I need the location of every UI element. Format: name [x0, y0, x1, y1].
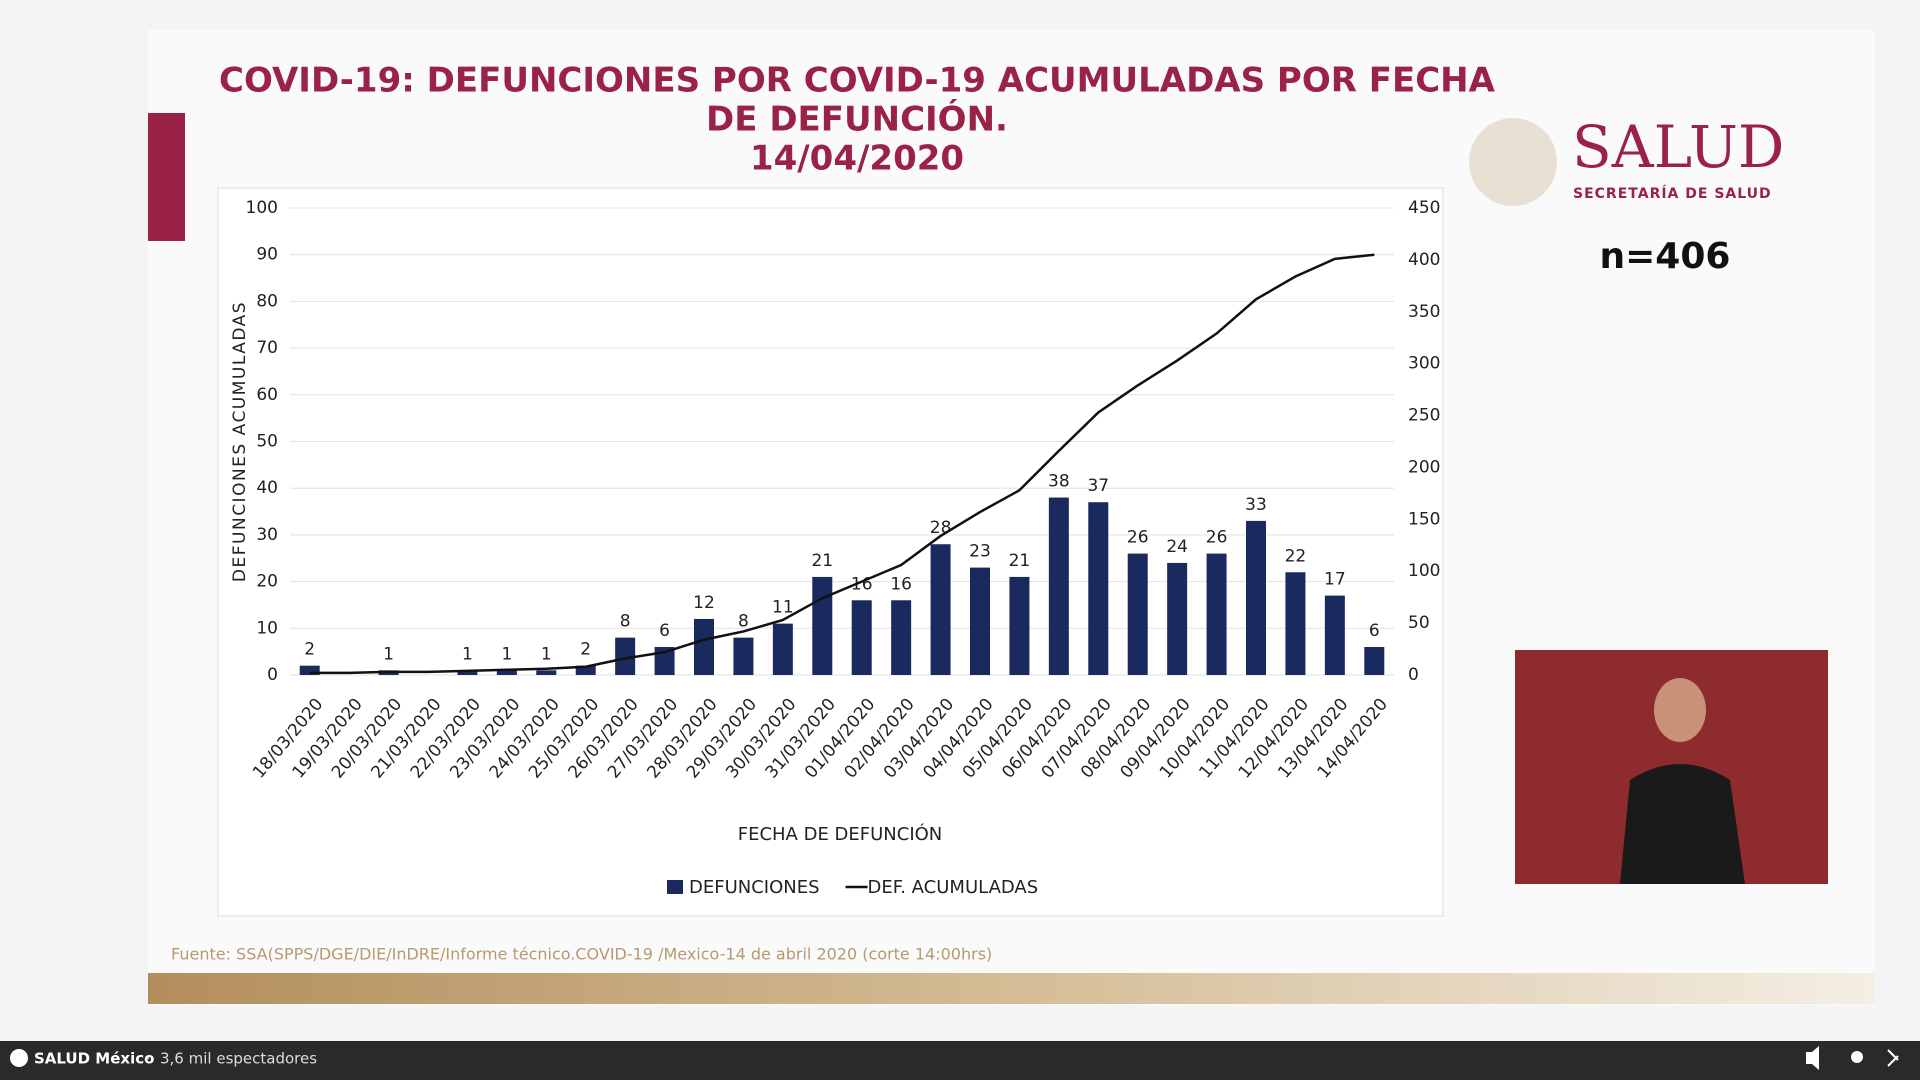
- channel-name[interactable]: SALUD México: [34, 1050, 154, 1068]
- data-label: 8: [738, 612, 749, 632]
- data-label: 24: [1166, 537, 1188, 557]
- y-tick-label: 40: [256, 478, 278, 498]
- bar: [891, 600, 912, 675]
- data-label: 6: [1369, 621, 1380, 641]
- y-tick-label: 20: [256, 572, 278, 592]
- red-accent: [148, 113, 185, 241]
- interpreter-body: [1620, 764, 1745, 884]
- bar: [496, 670, 517, 675]
- bar: [457, 670, 478, 675]
- data-label: 17: [1324, 570, 1346, 590]
- viewers: 3,6 mil espectadores: [160, 1050, 317, 1068]
- interpreter-head: [1654, 678, 1706, 742]
- data-label: 33: [1245, 495, 1267, 515]
- y2-tick-label: 300: [1408, 354, 1440, 374]
- bar: [299, 665, 320, 675]
- y-tick-label: 30: [256, 525, 278, 545]
- data-label: 22: [1285, 546, 1307, 566]
- volume-button[interactable]: [1806, 1046, 1819, 1070]
- y2-tick-label: 250: [1408, 406, 1440, 426]
- data-label: 26: [1127, 528, 1149, 548]
- y-tick-label: 90: [256, 245, 278, 265]
- y-axis-title: DEFUNCIONES ACUMULADAS: [230, 301, 250, 582]
- data-label: 8: [620, 612, 631, 632]
- y-tick-label: 10: [256, 618, 278, 638]
- minimize-button[interactable]: [1887, 1049, 1899, 1067]
- y2-tick-label: 350: [1408, 302, 1440, 322]
- y-tick-label: 60: [256, 385, 278, 405]
- channel-icon: [10, 1049, 28, 1067]
- y-tick-label: 0: [267, 665, 278, 685]
- y2-tick-label: 0: [1408, 665, 1419, 685]
- n-annotation: n=406: [1600, 236, 1731, 277]
- data-label: 26: [1206, 528, 1228, 548]
- chart-title: COVID-19: DEFUNCIONES POR COVID-19 ACUMU…: [219, 61, 1496, 101]
- bar: [930, 544, 951, 675]
- bar: [615, 637, 636, 675]
- data-label: 6: [659, 621, 670, 641]
- data-label: 21: [811, 551, 833, 571]
- bar: [1324, 595, 1345, 675]
- y2-tick-label: 200: [1408, 457, 1440, 477]
- legend-label: DEFUNCIONES: [689, 877, 820, 898]
- bar: [1364, 646, 1385, 675]
- data-label: 2: [580, 640, 591, 660]
- data-label: 12: [693, 593, 715, 613]
- y-tick-label: 100: [246, 198, 278, 218]
- data-label: 1: [541, 644, 552, 664]
- y-tick-label: 80: [256, 291, 278, 311]
- y-tick-label: 70: [256, 338, 278, 358]
- y2-tick-label: 150: [1408, 509, 1440, 529]
- bar: [1285, 572, 1306, 675]
- bar: [1009, 576, 1030, 675]
- data-label: 37: [1087, 476, 1109, 496]
- bar: [812, 576, 833, 675]
- bar: [1088, 502, 1109, 675]
- y2-tick-label: 50: [1408, 613, 1430, 633]
- y2-tick-label: 100: [1408, 561, 1440, 581]
- separator: ·: [146, 1050, 151, 1068]
- data-label: 1: [383, 644, 394, 664]
- logo: SALUD: [1572, 113, 1784, 181]
- emblem: [1469, 118, 1557, 206]
- legend-label: DEF. ACUMULADAS: [868, 877, 1039, 898]
- data-label: 16: [890, 574, 912, 594]
- y2-tick-label: 450: [1408, 198, 1440, 218]
- bar: [851, 600, 872, 675]
- player-bar: [0, 1041, 1920, 1080]
- data-label: 21: [1009, 551, 1031, 571]
- y2-tick-label: 400: [1408, 250, 1440, 270]
- bar: [536, 670, 557, 675]
- bar: [1127, 553, 1148, 675]
- chart-box: [217, 187, 1444, 917]
- bar: [1206, 553, 1227, 675]
- bar: [772, 623, 793, 675]
- bar: [694, 618, 714, 675]
- bar: [1048, 497, 1069, 675]
- source: Fuente: SSA(SPPS/DGE/DIE/InDRE/Informe t…: [171, 945, 992, 964]
- data-label: 11: [772, 598, 794, 618]
- cumulative-line: [309, 253, 1375, 675]
- chart-title: 14/04/2020: [750, 139, 964, 179]
- data-label: 38: [1048, 472, 1070, 492]
- data-label: 23: [969, 542, 991, 562]
- data-label: 1: [501, 644, 512, 664]
- location-button[interactable]: [1851, 1051, 1863, 1063]
- bar: [970, 567, 990, 675]
- bar: [575, 665, 596, 675]
- y-tick-label: 50: [256, 432, 278, 452]
- logo-subtitle: SECRETARÍA DE SALUD: [1573, 185, 1772, 202]
- bar: [733, 637, 754, 675]
- chart-title: DE DEFUNCIÓN.: [706, 99, 1008, 140]
- x-axis-title: FECHA DE DEFUNCIÓN: [738, 823, 943, 845]
- legend-swatch: [667, 880, 683, 894]
- gold-band: [148, 973, 1875, 1004]
- bar: [1246, 520, 1266, 675]
- data-label: 2: [304, 640, 315, 660]
- bar: [1167, 562, 1188, 675]
- data-label: 1: [462, 644, 473, 664]
